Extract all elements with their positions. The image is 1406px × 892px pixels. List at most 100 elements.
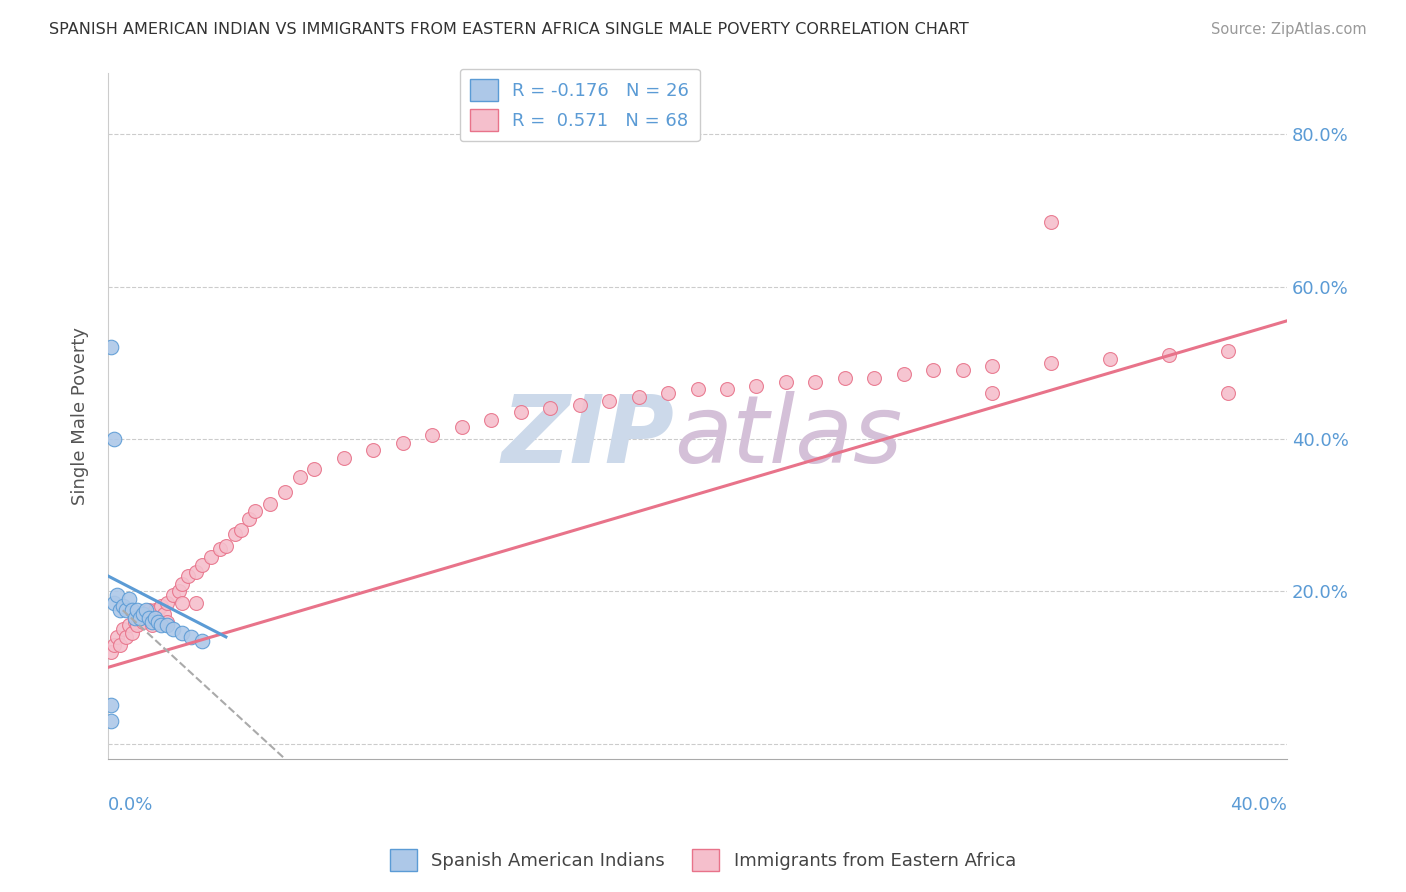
Point	[146, 615, 169, 629]
Point	[124, 615, 146, 629]
Point	[138, 603, 160, 617]
Point	[170, 596, 193, 610]
Point	[170, 576, 193, 591]
Point	[274, 485, 297, 500]
Point	[238, 512, 260, 526]
Point	[141, 615, 163, 629]
Point	[1216, 386, 1239, 401]
Point	[1216, 344, 1239, 359]
Point	[224, 527, 246, 541]
Point	[245, 504, 267, 518]
Point	[103, 596, 125, 610]
Point	[215, 539, 238, 553]
Point	[162, 588, 184, 602]
Point	[108, 638, 131, 652]
Point	[180, 630, 202, 644]
Text: ZIP: ZIP	[501, 391, 673, 483]
Point	[200, 549, 222, 564]
Point	[103, 638, 125, 652]
Point	[259, 497, 281, 511]
Point	[745, 378, 768, 392]
Point	[127, 618, 149, 632]
Point	[863, 371, 886, 385]
Point	[141, 618, 163, 632]
Point	[191, 558, 214, 572]
Point	[186, 596, 208, 610]
Point	[129, 611, 152, 625]
Text: Source: ZipAtlas.com: Source: ZipAtlas.com	[1211, 22, 1367, 37]
Point	[1040, 356, 1063, 370]
Point	[229, 523, 252, 537]
Point	[922, 363, 945, 377]
Point	[121, 603, 143, 617]
Legend: R = -0.176   N = 26, R =  0.571   N = 68: R = -0.176 N = 26, R = 0.571 N = 68	[460, 69, 700, 142]
Point	[686, 382, 709, 396]
Point	[186, 565, 208, 579]
Point	[156, 596, 179, 610]
Point	[657, 386, 679, 401]
Point	[127, 603, 149, 617]
Point	[100, 698, 122, 713]
Point	[143, 611, 166, 625]
Point	[1099, 351, 1122, 366]
Point	[716, 382, 738, 396]
Point	[111, 622, 134, 636]
Point	[108, 603, 131, 617]
Point	[132, 607, 155, 621]
Point	[420, 428, 443, 442]
Point	[100, 645, 122, 659]
Point	[129, 611, 152, 625]
Point	[156, 615, 179, 629]
Text: 0.0%: 0.0%	[108, 797, 153, 814]
Text: 40.0%: 40.0%	[1230, 797, 1286, 814]
Point	[100, 714, 122, 728]
Point	[143, 603, 166, 617]
Point	[105, 630, 128, 644]
Point	[100, 341, 122, 355]
Point	[138, 611, 160, 625]
Point	[176, 569, 198, 583]
Point	[981, 386, 1004, 401]
Point	[804, 375, 827, 389]
Point	[117, 591, 139, 606]
Point	[103, 432, 125, 446]
Point	[304, 462, 326, 476]
Point	[893, 367, 915, 381]
Point	[509, 405, 531, 419]
Point	[105, 588, 128, 602]
Point	[361, 443, 384, 458]
Point	[952, 363, 974, 377]
Point	[538, 401, 561, 416]
Point	[568, 398, 591, 412]
Point	[156, 618, 179, 632]
Point	[170, 626, 193, 640]
Point	[121, 626, 143, 640]
Point	[627, 390, 650, 404]
Point	[1159, 348, 1181, 362]
Point	[288, 470, 311, 484]
Point	[208, 542, 231, 557]
Point	[598, 393, 620, 408]
Point	[775, 375, 797, 389]
Y-axis label: Single Male Poverty: Single Male Poverty	[72, 327, 89, 505]
Point	[333, 450, 356, 465]
Point	[153, 607, 176, 621]
Point	[450, 420, 472, 434]
Point	[111, 599, 134, 614]
Point	[117, 618, 139, 632]
Point	[191, 633, 214, 648]
Point	[479, 413, 502, 427]
Point	[132, 615, 155, 629]
Point	[114, 630, 136, 644]
Legend: Spanish American Indians, Immigrants from Eastern Africa: Spanish American Indians, Immigrants fro…	[382, 842, 1024, 879]
Point	[141, 611, 163, 625]
Point	[124, 611, 146, 625]
Point	[150, 599, 173, 614]
Point	[1040, 215, 1063, 229]
Point	[981, 359, 1004, 374]
Point	[834, 371, 856, 385]
Text: SPANISH AMERICAN INDIAN VS IMMIGRANTS FROM EASTERN AFRICA SINGLE MALE POVERTY CO: SPANISH AMERICAN INDIAN VS IMMIGRANTS FR…	[49, 22, 969, 37]
Point	[167, 584, 190, 599]
Point	[146, 603, 169, 617]
Point	[162, 622, 184, 636]
